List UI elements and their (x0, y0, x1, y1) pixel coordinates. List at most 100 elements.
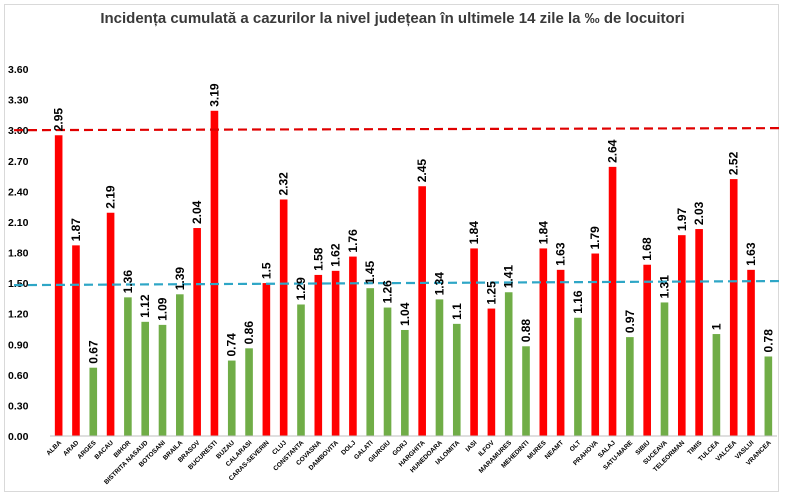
data-label: 1 (709, 323, 723, 330)
bar (89, 367, 98, 436)
data-label: 1.09 (156, 297, 170, 321)
data-label: 2.04 (190, 200, 204, 224)
y-tick-label: 0.30 (8, 400, 29, 412)
chart-frame (4, 4, 779, 492)
bar (504, 292, 513, 436)
y-tick-label: 1.20 (8, 309, 29, 321)
bar (366, 288, 375, 436)
reference-line (13, 127, 780, 132)
data-label: 0.88 (519, 319, 533, 343)
data-label: 1.12 (138, 294, 152, 318)
reference-line (13, 279, 780, 287)
data-label: 1.63 (744, 242, 758, 266)
bar (608, 166, 617, 436)
data-label: 1.87 (69, 218, 83, 242)
bar (245, 348, 253, 436)
bar (539, 248, 548, 436)
data-label: 1.31 (657, 275, 671, 299)
data-label: 1.16 (571, 290, 585, 314)
bar (176, 294, 184, 436)
bar (729, 179, 738, 436)
bar (487, 308, 496, 436)
data-label: 0.86 (242, 321, 256, 345)
y-tick-label: 3.30 (8, 95, 29, 107)
data-label: 1.45 (363, 260, 377, 284)
bar (401, 329, 409, 436)
data-label: 1.26 (381, 280, 395, 304)
bar (764, 356, 773, 436)
bar (695, 229, 703, 436)
data-label: 1.34 (432, 272, 446, 296)
data-label: 1.1 (450, 303, 464, 320)
data-label: 2.52 (727, 151, 741, 175)
bar (383, 307, 392, 436)
y-tick-label: 2.40 (8, 186, 29, 198)
y-tick-label: 2.70 (8, 156, 29, 168)
data-labels: 2.95 1.87 0.67 2.19 1.361.12 1.091.39 2.04 3.19… (52, 83, 776, 364)
bar (227, 360, 236, 436)
bar (452, 323, 461, 436)
bar (158, 324, 167, 436)
bar (297, 304, 305, 436)
bar (193, 228, 201, 436)
bar (643, 264, 651, 436)
data-label: 2.95 (52, 108, 66, 132)
reference-lines (13, 127, 780, 287)
data-label: 1.79 (588, 226, 602, 250)
bars (54, 110, 773, 436)
x-tick-label: ALBA (45, 439, 63, 457)
data-label: 1.39 (173, 267, 187, 291)
bar (470, 248, 478, 436)
data-label: 1.58 (311, 247, 325, 271)
bar (210, 110, 219, 436)
bar (331, 270, 340, 436)
bar (279, 199, 288, 436)
data-label: 2.03 (692, 201, 706, 225)
x-tick-label: BACAU (93, 439, 115, 461)
data-label: 1.25 (484, 281, 498, 305)
bar (262, 283, 271, 436)
y-tick-label: 2.10 (8, 217, 29, 229)
data-label: 2.19 (104, 185, 118, 209)
y-tick-label: 0.90 (8, 339, 29, 351)
bar (747, 269, 755, 436)
y-axis-ticks: 0.000.300.600.901.201.501.802.102.402.70… (8, 64, 29, 443)
bar (106, 212, 115, 436)
x-tick-label: TELEORMAN (652, 439, 686, 473)
bar (556, 269, 565, 436)
data-label: 1.76 (346, 229, 360, 253)
data-label: 2.64 (606, 139, 620, 163)
data-label: 1.04 (398, 302, 412, 326)
data-label: 1.36 (121, 270, 135, 294)
data-label: 0.78 (761, 329, 775, 353)
y-tick-label: 0.00 (8, 431, 29, 443)
chart-title: Incidența cumulată a cazurilor la nivel … (100, 10, 685, 27)
bar (72, 245, 80, 436)
bar (141, 321, 150, 436)
bar (626, 337, 634, 436)
bar (574, 317, 582, 436)
data-label: 0.97 (623, 309, 637, 333)
data-label: 1.62 (329, 243, 343, 267)
data-label: 2.45 (415, 159, 429, 183)
bar (660, 302, 669, 436)
y-tick-label: 0.60 (8, 370, 29, 382)
x-tick-label: OLT (569, 439, 583, 453)
data-label: 1.63 (554, 242, 568, 266)
data-label: 1.5 (259, 262, 273, 279)
y-tick-label: 3.60 (8, 64, 29, 76)
bar (712, 334, 721, 436)
data-label: 1.41 (502, 265, 516, 289)
bar (349, 256, 357, 436)
bar (314, 274, 323, 436)
bar (418, 186, 426, 436)
data-label: 1.68 (640, 237, 654, 261)
bar (591, 253, 600, 436)
bar (435, 299, 444, 436)
data-label: 0.67 (86, 340, 100, 364)
y-tick-label: 1.80 (8, 248, 29, 260)
data-label: 1.97 (675, 207, 689, 231)
data-label: 2.32 (277, 172, 291, 196)
